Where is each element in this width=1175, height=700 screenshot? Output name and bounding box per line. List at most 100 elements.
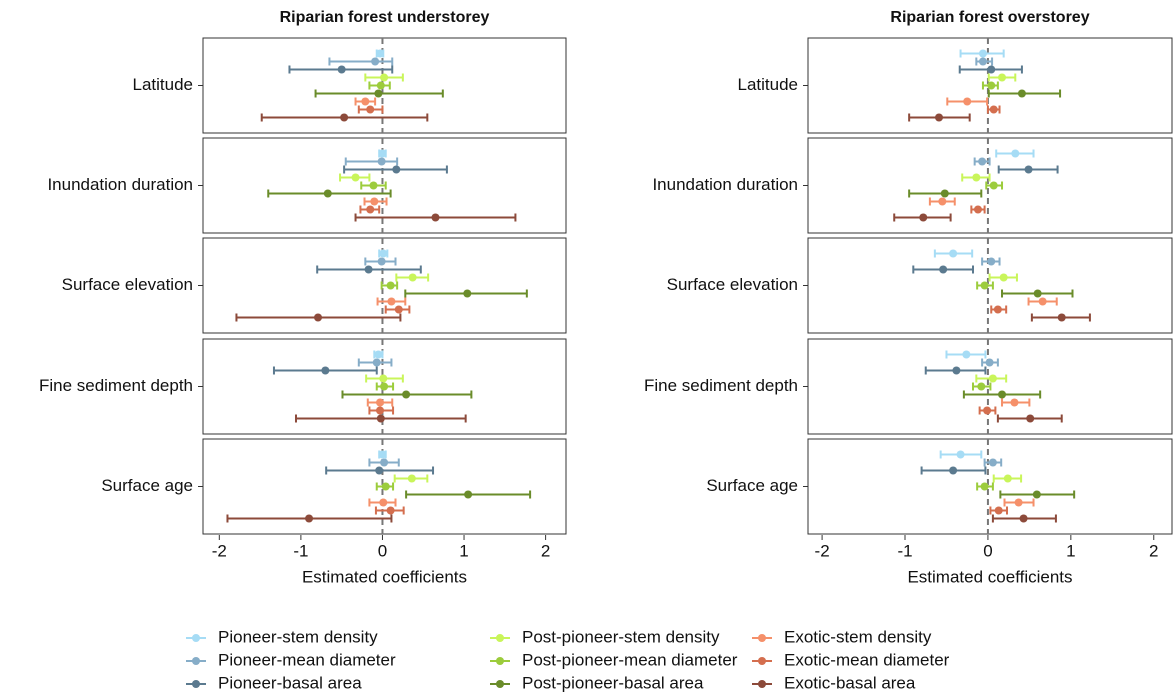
point bbox=[987, 65, 996, 74]
point bbox=[963, 97, 972, 106]
point bbox=[952, 366, 961, 375]
point bbox=[377, 157, 386, 166]
point bbox=[1011, 149, 1020, 158]
point bbox=[919, 213, 928, 222]
point bbox=[993, 305, 1002, 314]
point bbox=[935, 113, 944, 122]
legend-swatch bbox=[496, 680, 504, 688]
point bbox=[1057, 313, 1066, 322]
point bbox=[956, 450, 965, 459]
point bbox=[938, 197, 947, 206]
point bbox=[998, 73, 1007, 82]
point bbox=[978, 157, 987, 166]
point bbox=[381, 482, 390, 491]
category-label: Latitude bbox=[738, 75, 799, 94]
point bbox=[386, 506, 395, 515]
point bbox=[987, 257, 996, 266]
point bbox=[314, 313, 323, 322]
error-bar bbox=[344, 157, 399, 166]
legend-label: Pioneer-mean diameter bbox=[218, 650, 396, 669]
category-label: Surface age bbox=[706, 476, 798, 495]
legend-swatch bbox=[192, 657, 200, 665]
point bbox=[988, 458, 997, 467]
point bbox=[999, 273, 1008, 282]
point bbox=[305, 514, 314, 523]
point bbox=[408, 273, 417, 282]
point bbox=[366, 105, 375, 114]
legend-label: Exotic-basal area bbox=[784, 673, 916, 692]
category-label: Fine sediment depth bbox=[39, 376, 193, 395]
point bbox=[379, 498, 388, 507]
point bbox=[369, 181, 378, 190]
point bbox=[1014, 498, 1023, 507]
legend-swatch bbox=[192, 680, 200, 688]
x-tick-label: 0 bbox=[378, 541, 387, 560]
point bbox=[994, 506, 1003, 515]
point bbox=[1032, 490, 1041, 499]
point bbox=[380, 458, 389, 467]
category-label: Latitude bbox=[133, 75, 194, 94]
category-label: Surface elevation bbox=[667, 275, 798, 294]
point bbox=[340, 113, 349, 122]
point bbox=[376, 398, 385, 407]
point bbox=[380, 73, 389, 82]
point bbox=[1003, 474, 1012, 483]
x-tick-label: -1 bbox=[293, 541, 308, 560]
point bbox=[372, 358, 381, 367]
point bbox=[374, 89, 383, 98]
point bbox=[380, 382, 389, 391]
point bbox=[983, 406, 992, 415]
point bbox=[377, 257, 386, 266]
legend-label: Post-pioneer-basal area bbox=[522, 673, 704, 692]
legend-label: Post-pioneer-mean diameter bbox=[522, 650, 738, 669]
point bbox=[949, 249, 958, 258]
panel-title: Riparian forest overstorey bbox=[890, 9, 1089, 26]
x-axis-label: Estimated coefficients bbox=[907, 567, 1072, 586]
category-label: Fine sediment depth bbox=[644, 376, 798, 395]
category-label: Surface age bbox=[101, 476, 193, 495]
legend-label: Pioneer-stem density bbox=[218, 627, 378, 646]
point bbox=[370, 197, 379, 206]
point bbox=[386, 281, 395, 290]
x-tick-label: -2 bbox=[212, 541, 227, 560]
category-label: Inundation duration bbox=[47, 175, 193, 194]
point bbox=[402, 390, 411, 399]
point bbox=[977, 382, 986, 391]
legend-swatch bbox=[758, 680, 766, 688]
point bbox=[379, 374, 388, 383]
point bbox=[985, 358, 994, 367]
point bbox=[361, 97, 370, 106]
point bbox=[980, 281, 989, 290]
x-tick-label: 0 bbox=[983, 541, 992, 560]
point bbox=[378, 149, 387, 158]
legend-swatch bbox=[758, 634, 766, 642]
point bbox=[939, 265, 948, 274]
point bbox=[387, 297, 396, 306]
point bbox=[1017, 89, 1026, 98]
point bbox=[351, 173, 360, 182]
point bbox=[394, 305, 403, 314]
point bbox=[973, 205, 982, 214]
point bbox=[374, 350, 383, 359]
legend-swatch bbox=[758, 657, 766, 665]
legend-swatch bbox=[192, 634, 200, 642]
point bbox=[978, 49, 987, 58]
x-tick-label: 2 bbox=[541, 541, 550, 560]
point bbox=[407, 474, 416, 483]
point bbox=[1024, 165, 1033, 174]
legend-label: Pioneer-basal area bbox=[218, 673, 362, 692]
point bbox=[989, 105, 998, 114]
point bbox=[988, 374, 997, 383]
point bbox=[376, 49, 385, 58]
point bbox=[321, 366, 330, 375]
legend-label: Exotic-mean diameter bbox=[784, 650, 950, 669]
point bbox=[371, 57, 380, 66]
category-label: Surface elevation bbox=[62, 275, 193, 294]
legend-swatch bbox=[496, 657, 504, 665]
point bbox=[962, 350, 971, 359]
point bbox=[376, 81, 385, 90]
point bbox=[978, 57, 987, 66]
point bbox=[949, 466, 958, 475]
legend-swatch bbox=[496, 634, 504, 642]
